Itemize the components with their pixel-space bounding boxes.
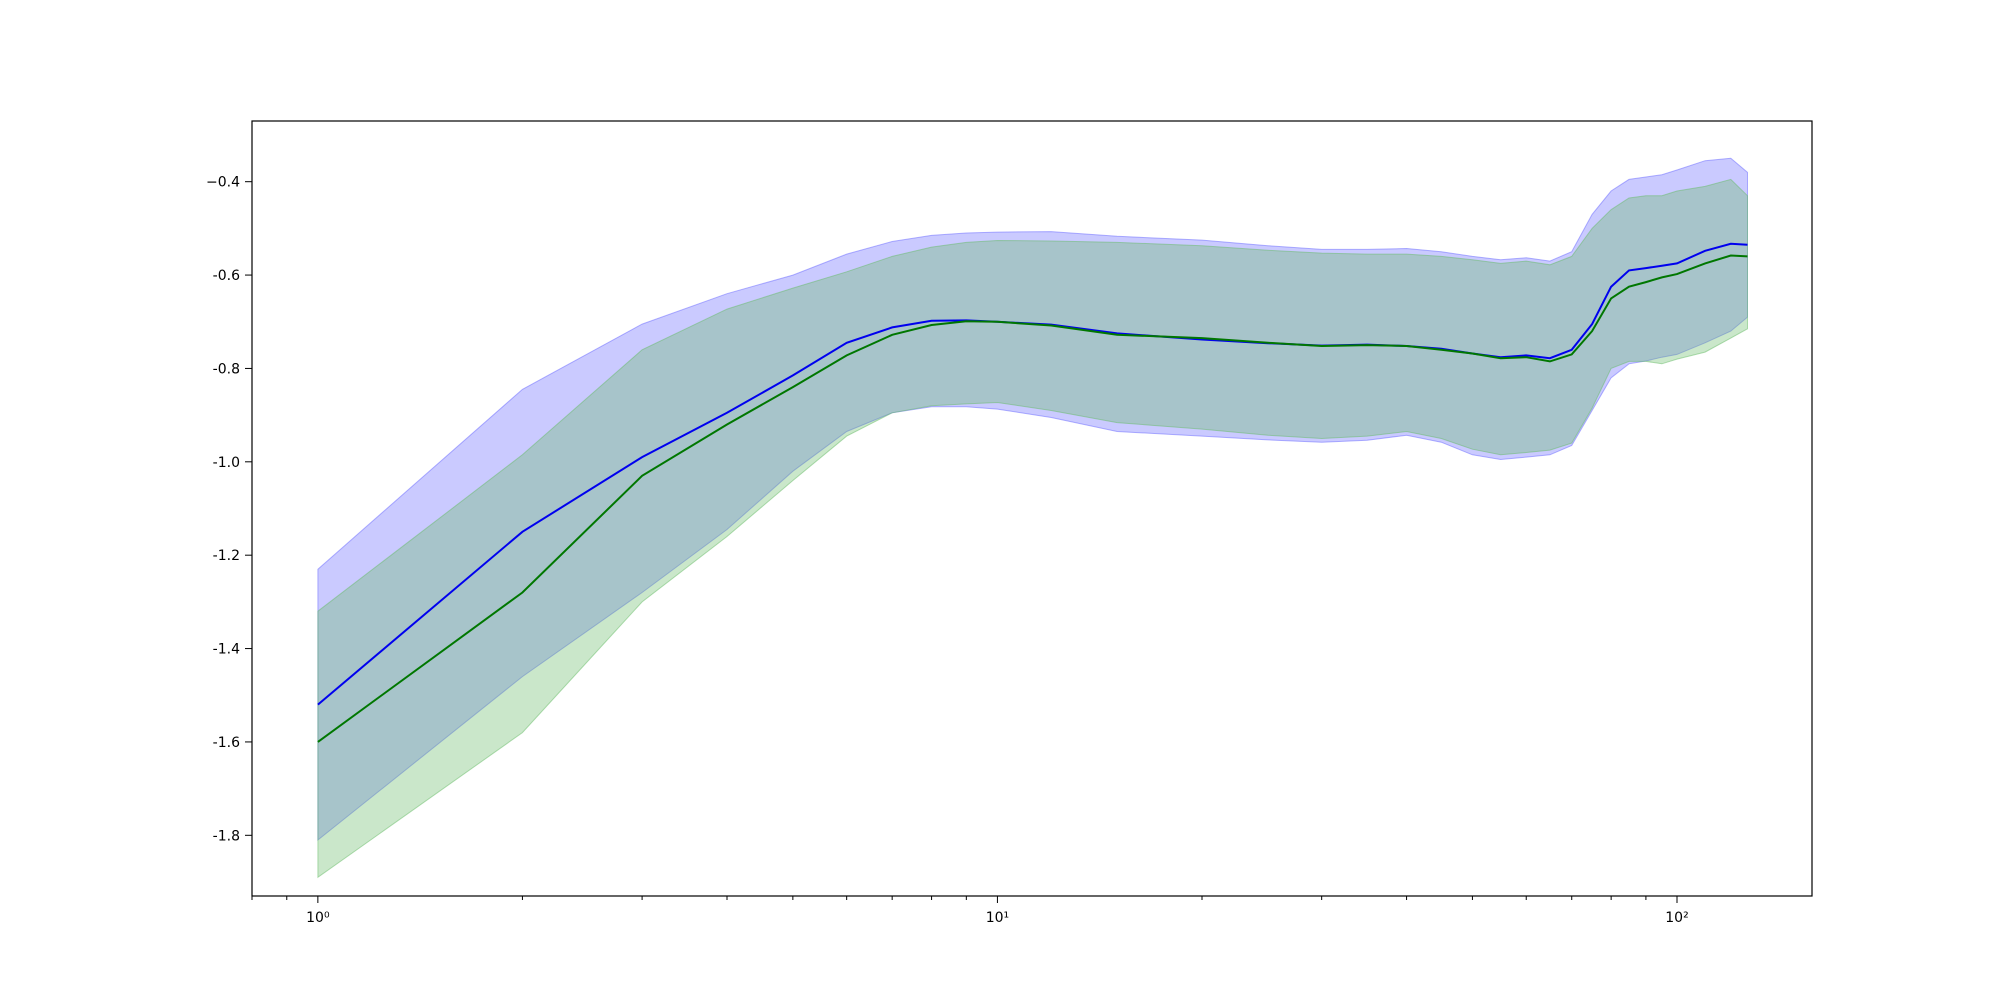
y-tick-label: -1.0: [213, 455, 240, 471]
confidence-bands: [317, 157, 1748, 879]
series-2-band: [317, 178, 1748, 879]
y-tick-label: -1.2: [213, 548, 240, 564]
series-2-line: [317, 254, 1748, 743]
y-tick-label: -0.6: [213, 268, 240, 284]
x-tick-label: 10¹: [986, 910, 1009, 926]
y-tick-label: -1.6: [213, 735, 240, 751]
y-axis: −0.4 -0.6 -0.8 -1.0 -1.2 -1.4 -1.6 -1.8: [206, 175, 252, 844]
x-axis: 10⁰ 10¹ 10²: [251, 896, 1689, 926]
x-tick-label: 10⁰: [306, 910, 330, 926]
y-tick-label: -1.8: [213, 828, 240, 844]
series-lines: [317, 242, 1748, 743]
plot-frame: [251, 120, 1813, 897]
y-tick-label: -0.8: [213, 361, 240, 377]
x-tick-label: 10²: [1665, 910, 1688, 926]
y-tick-label: −0.4: [206, 175, 240, 191]
y-tick-label: -1.4: [213, 642, 240, 658]
